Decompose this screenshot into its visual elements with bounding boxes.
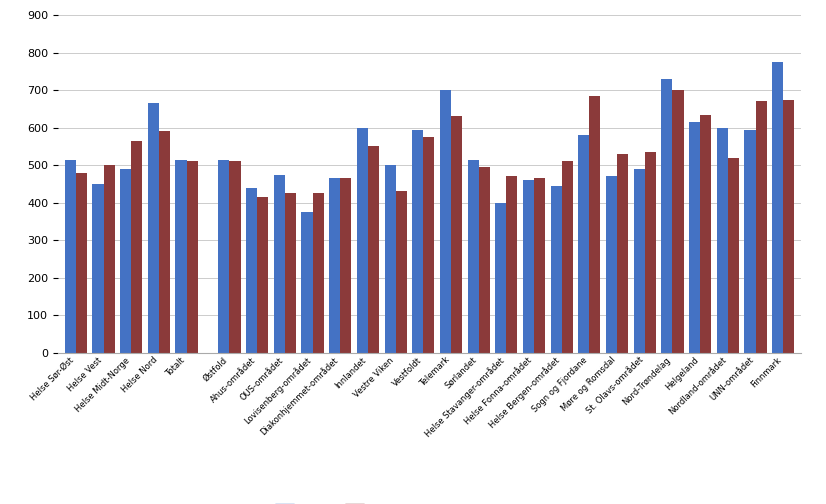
Bar [506, 176, 517, 353]
Bar [440, 90, 451, 353]
Bar [230, 161, 240, 353]
Bar [357, 128, 368, 353]
Bar [451, 116, 462, 353]
Bar [301, 212, 312, 353]
Bar [340, 178, 351, 353]
Bar [496, 203, 506, 353]
Bar [385, 165, 396, 353]
Bar [93, 184, 103, 353]
Bar [606, 176, 617, 353]
Bar [523, 180, 534, 353]
Bar [412, 130, 423, 353]
Bar [772, 62, 783, 353]
Bar [175, 160, 187, 353]
Bar [634, 169, 645, 353]
Bar [744, 130, 756, 353]
Bar [478, 167, 490, 353]
Bar [728, 158, 739, 353]
Bar [756, 101, 767, 353]
Bar [562, 161, 572, 353]
Bar [159, 132, 170, 353]
Bar [187, 161, 197, 353]
Bar [662, 79, 672, 353]
Bar [578, 135, 590, 353]
Bar [423, 137, 434, 353]
Bar [468, 160, 478, 353]
Bar [645, 152, 656, 353]
Bar [285, 194, 296, 353]
Bar [76, 173, 87, 353]
Bar [103, 165, 115, 353]
Bar [64, 160, 76, 353]
Bar [717, 128, 728, 353]
Bar [329, 178, 340, 353]
Bar [551, 186, 562, 353]
Bar [590, 96, 601, 353]
Bar [368, 147, 379, 353]
Bar [783, 100, 795, 353]
Bar [534, 178, 545, 353]
Bar [312, 194, 324, 353]
Bar [672, 90, 684, 353]
Bar [218, 160, 230, 353]
Bar [273, 174, 285, 353]
Bar [617, 154, 629, 353]
Bar [148, 103, 159, 353]
Bar [257, 197, 268, 353]
Bar [689, 122, 700, 353]
Bar [246, 187, 257, 353]
Bar [396, 192, 406, 353]
Bar [131, 141, 142, 353]
Bar [700, 114, 711, 353]
Bar [120, 169, 131, 353]
Legend: 2012, 2016: 2012, 2016 [270, 498, 411, 504]
